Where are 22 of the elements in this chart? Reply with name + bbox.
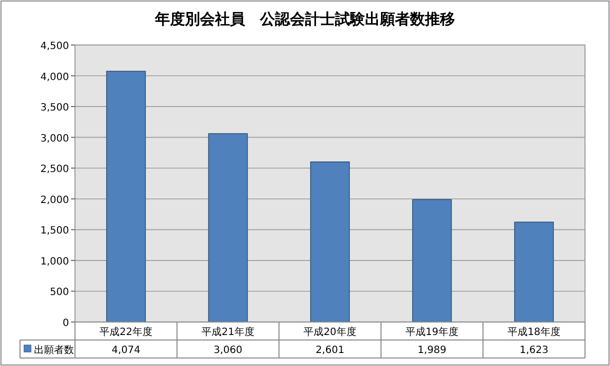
legend-label: 出願者数: [34, 344, 74, 356]
x-tick-label: 平成20年度: [304, 326, 356, 338]
data-label: 1,989: [418, 345, 446, 356]
x-tick-label: 平成19年度: [406, 326, 458, 338]
chart-title: 年度別会社員 公認会計士試験出願者数推移: [154, 10, 455, 28]
y-tick-label: 2,500: [40, 164, 69, 176]
data-label: 3,060: [214, 345, 242, 356]
y-tick-label: 3,500: [40, 102, 69, 114]
y-tick-label: 500: [50, 287, 69, 298]
data-label: 4,074: [112, 345, 140, 356]
y-tick-label: 1,000: [40, 256, 69, 268]
data-label: 2,601: [316, 345, 344, 356]
y-tick-label: 1,500: [40, 226, 69, 237]
x-tick-label: 平成22年度: [100, 326, 152, 338]
x-tick-label: 平成21年度: [202, 326, 254, 338]
y-tick-label: 4,500: [40, 41, 69, 52]
y-tick-label: 3,000: [40, 133, 69, 144]
y-tick-label: 0: [62, 318, 69, 329]
x-tick-label: 平成18年度: [508, 326, 560, 338]
y-tick-label: 4,000: [40, 72, 69, 83]
data-label: 1,623: [520, 345, 548, 356]
y-tick-label: 2,000: [40, 194, 69, 206]
